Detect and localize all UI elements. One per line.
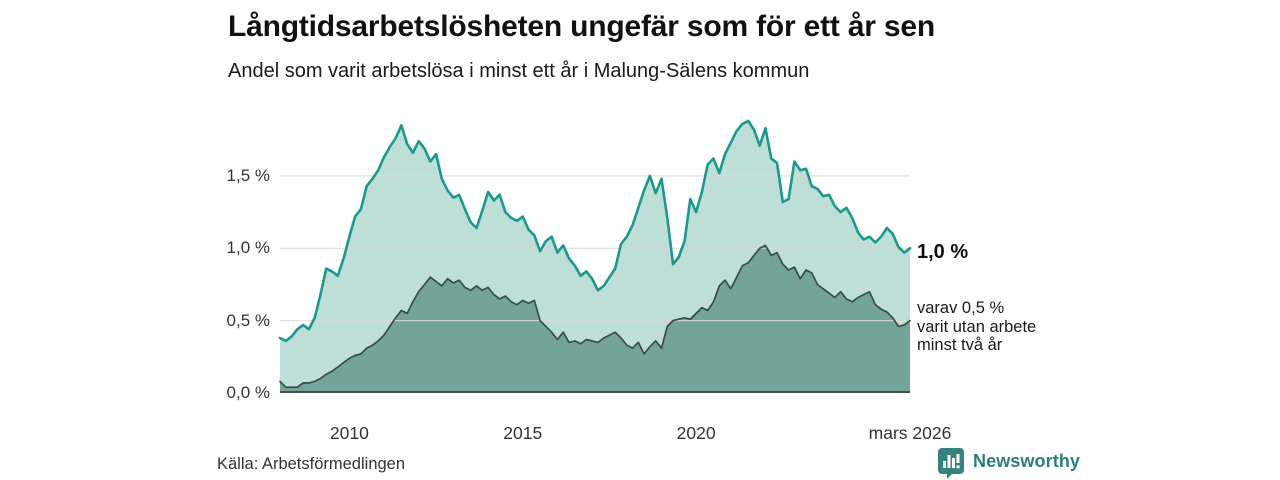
- y-axis-tick-label: 1,5 %: [226, 165, 270, 185]
- x-axis-tick-label: 2015: [503, 423, 543, 443]
- y-axis-tick-label: 1,0 %: [226, 238, 270, 258]
- x-axis-tick-label: 2010: [329, 423, 369, 443]
- bar-chart-badge-icon: [938, 448, 964, 479]
- x-axis-tick-label: 2020: [676, 423, 716, 443]
- secondary-annotation-line: varit utan arbete: [917, 317, 1037, 336]
- y-axis-tick-label: 0,5 %: [226, 310, 270, 330]
- page-title: Långtidsarbetslösheten ungefär som för e…: [228, 10, 936, 43]
- secondary-annotation-line: varav 0,5 %: [917, 299, 1005, 317]
- source-note: Källa: Arbetsförmedlingen: [217, 455, 406, 473]
- x-axis-tick-label: mars 2026: [868, 423, 952, 443]
- secondary-series-annotation: varav 0,5 % varit utan arbete minst två …: [917, 299, 1036, 355]
- end-value-annotation: 1,0 %: [917, 241, 969, 263]
- secondary-annotation-line: minst två år: [917, 336, 1003, 354]
- y-axis-tick-label: 0,0 %: [226, 383, 270, 402]
- page-subtitle: Andel som varit arbetslösa i minst ett å…: [228, 60, 810, 82]
- area-chart-plot: [278, 119, 912, 393]
- newsworthy-logo: Newsworthy: [938, 448, 1081, 479]
- newsworthy-wordmark: Newsworthy: [973, 450, 1081, 471]
